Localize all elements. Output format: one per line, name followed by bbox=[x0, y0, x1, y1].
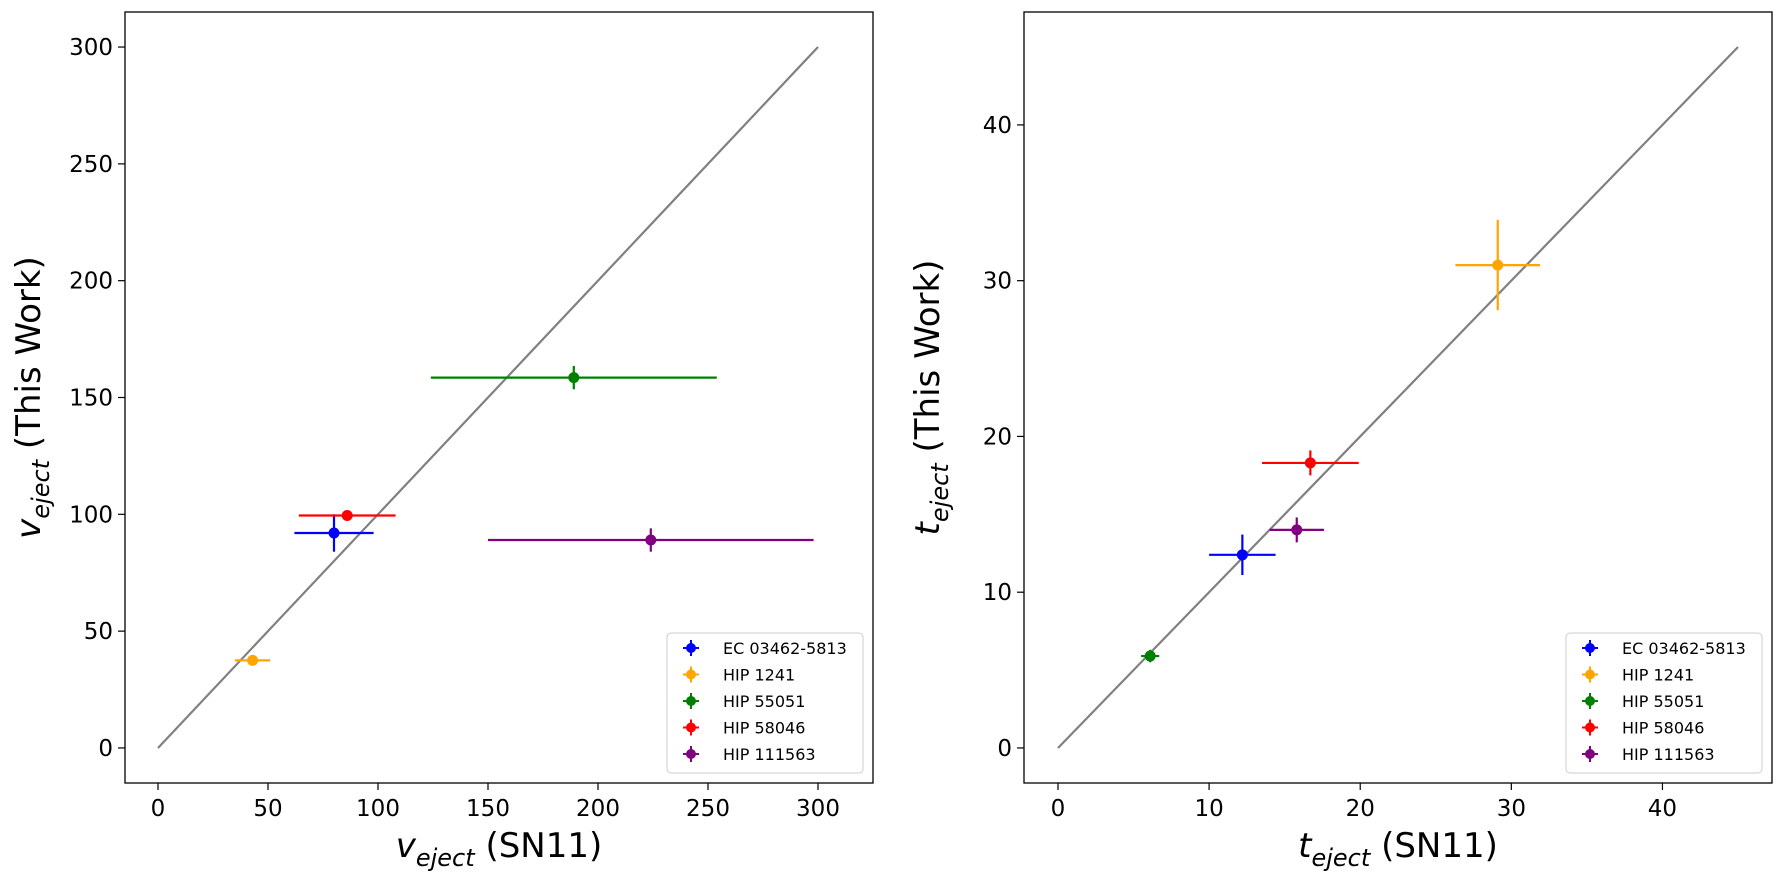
data-point-hip-111563 bbox=[488, 528, 814, 552]
x-tick-label: 50 bbox=[253, 796, 282, 822]
legend-item-hip-55051: HIP 55051 bbox=[683, 692, 805, 711]
legend-item-ec-03462-5813: EC 03462-5813 bbox=[1582, 639, 1746, 658]
legend-marker bbox=[686, 669, 696, 680]
y-tick-label: 150 bbox=[69, 386, 113, 412]
legend-item-hip-58046: HIP 58046 bbox=[1582, 719, 1704, 738]
legend-label: HIP 1241 bbox=[1622, 666, 1694, 685]
legend-label: HIP 58046 bbox=[1622, 719, 1704, 738]
x-tick-label: 250 bbox=[686, 796, 730, 822]
point-marker bbox=[1144, 650, 1156, 662]
x-tick-label: 20 bbox=[1346, 796, 1375, 822]
legend-marker bbox=[1585, 669, 1595, 680]
legend-item-hip-1241: HIP 1241 bbox=[683, 666, 795, 685]
identity-line bbox=[157, 46, 819, 749]
legend-item-hip-111563: HIP 111563 bbox=[683, 745, 816, 764]
legend-label: HIP 1241 bbox=[723, 666, 795, 685]
data-point-ec-03462-5813 bbox=[1209, 534, 1276, 576]
y-tick-label: 50 bbox=[84, 619, 113, 645]
x-tick-label: 100 bbox=[356, 796, 400, 822]
x-axis-label: veject (SN11) bbox=[396, 826, 603, 872]
legend-label: HIP 111563 bbox=[1622, 745, 1715, 764]
point-marker bbox=[247, 654, 259, 666]
y-tick-label: 200 bbox=[69, 269, 113, 295]
legend-marker bbox=[1585, 722, 1595, 733]
point-marker bbox=[341, 509, 353, 521]
legend-marker bbox=[1585, 696, 1595, 706]
data-point-hip-55051 bbox=[1141, 649, 1160, 663]
legend-label: EC 03462-5813 bbox=[1622, 639, 1746, 658]
x-tick-label: 0 bbox=[1051, 796, 1066, 822]
plot-frame bbox=[1023, 11, 1773, 784]
y-tick-label: 10 bbox=[983, 580, 1012, 606]
legend-box bbox=[1565, 632, 1763, 774]
legend: EC 03462-5813 HIP 1241 HIP 55051 HIP 58046 H… bbox=[666, 632, 864, 774]
point-marker bbox=[568, 372, 580, 384]
y-tick-label: 0 bbox=[98, 736, 113, 762]
chart-panel-left: 0 50 100 150 200 250 300 0 50 100 150 200 250 300 veje… bbox=[9, 11, 874, 872]
legend-label: EC 03462-5813 bbox=[723, 639, 847, 658]
y-tick-label: 0 bbox=[997, 736, 1012, 762]
point-marker bbox=[328, 527, 340, 539]
legend-item-hip-55051: HIP 55051 bbox=[1582, 692, 1704, 711]
legend-marker bbox=[1585, 643, 1595, 653]
x-tick-label: 300 bbox=[796, 796, 840, 822]
x-tick-label: 150 bbox=[466, 796, 510, 822]
legend-marker bbox=[686, 722, 696, 733]
legend-marker bbox=[1585, 749, 1595, 759]
legend-label: HIP 55051 bbox=[723, 692, 805, 711]
legend-label: HIP 58046 bbox=[723, 719, 805, 738]
y-axis-label: veject (This Work) bbox=[9, 256, 55, 539]
x-axis-label: teject (SN11) bbox=[1298, 826, 1498, 872]
point-marker bbox=[1492, 259, 1504, 271]
point-marker bbox=[1304, 457, 1316, 469]
legend: EC 03462-5813 HIP 1241 HIP 55051 HIP 58046 H… bbox=[1565, 632, 1763, 774]
x-tick-label: 10 bbox=[1194, 796, 1223, 822]
legend-item-ec-03462-5813: EC 03462-5813 bbox=[683, 639, 847, 658]
data-point-hip-1241 bbox=[1455, 219, 1541, 311]
x-tick-label: 200 bbox=[576, 796, 620, 822]
y-tick-label: 20 bbox=[983, 424, 1012, 450]
chart-panel-right: 0 10 20 30 40 0 10 20 30 40 teject (SN11) teject (T… bbox=[908, 11, 1773, 872]
y-tick-label: 250 bbox=[69, 152, 113, 178]
legend-box bbox=[666, 632, 864, 774]
legend-label: HIP 55051 bbox=[1622, 692, 1704, 711]
x-tick-label: 0 bbox=[151, 796, 166, 822]
legend-label: HIP 111563 bbox=[723, 745, 816, 764]
y-axis-label: teject (This Work) bbox=[908, 260, 954, 536]
y-tick-label: 300 bbox=[69, 35, 113, 61]
identity-line bbox=[1057, 46, 1739, 749]
y-tick-label: 30 bbox=[983, 269, 1012, 295]
data-point-hip-111563 bbox=[1269, 517, 1324, 543]
legend-marker bbox=[686, 696, 696, 706]
x-tick-label: 30 bbox=[1497, 796, 1526, 822]
data-point-hip-58046 bbox=[298, 509, 396, 521]
legend-item-hip-1241: HIP 1241 bbox=[1582, 666, 1694, 685]
data-point-hip-1241 bbox=[235, 654, 271, 666]
x-tick-label: 40 bbox=[1648, 796, 1677, 822]
point-marker bbox=[1236, 549, 1248, 561]
legend-item-hip-58046: HIP 58046 bbox=[683, 719, 805, 738]
data-point-hip-58046 bbox=[1262, 450, 1359, 476]
point-marker bbox=[1291, 524, 1303, 536]
legend-item-hip-111563: HIP 111563 bbox=[1582, 745, 1715, 764]
y-tick-label: 40 bbox=[983, 113, 1012, 139]
y-tick-label: 100 bbox=[69, 502, 113, 528]
legend-marker bbox=[686, 643, 696, 653]
data-point-ec-03462-5813 bbox=[294, 514, 374, 552]
point-marker bbox=[645, 534, 657, 546]
data-point-hip-55051 bbox=[430, 365, 717, 390]
legend-marker bbox=[686, 749, 696, 759]
